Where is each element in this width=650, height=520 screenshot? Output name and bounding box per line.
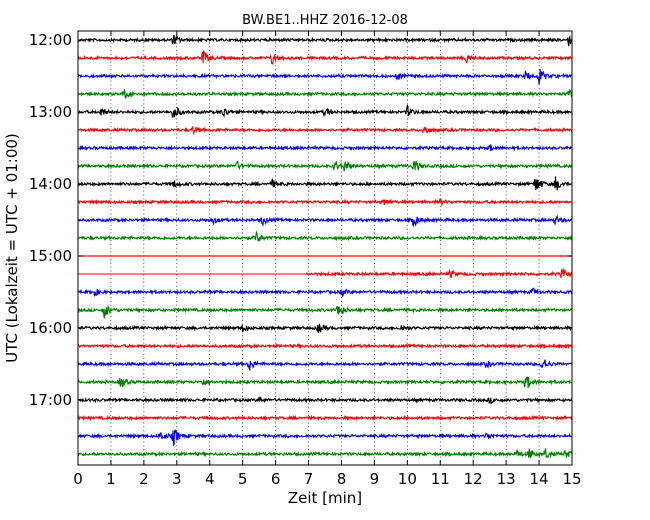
trace-row-9 (77, 198, 573, 207)
grid-lines (110, 31, 540, 465)
trace-row-15 (77, 305, 573, 319)
y-tick-label: 14:00 (29, 175, 72, 193)
x-tick-label: 5 (238, 470, 248, 488)
trace-row-6 (77, 143, 573, 152)
x-tick-label: 14 (530, 470, 549, 488)
trace-row-17 (77, 342, 573, 350)
trace-row-23 (77, 448, 573, 459)
trace-row-21 (77, 414, 573, 422)
x-tick-label: 7 (304, 470, 314, 488)
trace-row-16 (77, 323, 573, 333)
x-tick-label: 1 (106, 470, 116, 488)
y-tick-label: 12:00 (29, 31, 72, 49)
trace-row-5 (77, 125, 573, 136)
trace-row-3 (77, 88, 573, 100)
x-tick-label: 13 (497, 470, 516, 488)
trace-row-20 (77, 395, 573, 405)
x-tick-label: 0 (73, 470, 83, 488)
trace-row-11 (77, 230, 573, 242)
x-tick-label: 2 (139, 470, 149, 488)
y-tick-label: 16:00 (29, 319, 72, 337)
x-tick-label: 8 (337, 470, 347, 488)
y-axis-label: UTC (Lokalzeit = UTC + 01:00) (3, 133, 21, 363)
trace-group (77, 34, 573, 459)
chart-title: BW.BE1..HHZ 2016-12-08 (242, 13, 408, 28)
trace-row-7 (77, 160, 573, 172)
trace-row-18 (77, 359, 573, 371)
x-tick-label: 3 (172, 470, 182, 488)
x-tick-label: 4 (205, 470, 215, 488)
trace-row-4 (77, 103, 573, 119)
trace-row-1 (77, 50, 573, 65)
plot-frame (77, 30, 573, 466)
trace-row-13 (305, 267, 573, 279)
y-tick-label: 17:00 (29, 391, 72, 409)
trace-row-0 (77, 34, 573, 47)
y-tick-label: 13:00 (29, 103, 72, 121)
trace-row-22 (77, 428, 573, 447)
trace-row-14 (77, 287, 573, 297)
trace-row-10 (77, 214, 573, 228)
x-tick-label: 9 (370, 470, 380, 488)
tick-marks (77, 31, 573, 465)
x-tick-label: 11 (431, 470, 450, 488)
x-tick-label: 15 (562, 470, 581, 488)
x-tick-label: 10 (398, 470, 417, 488)
trace-row-19 (77, 376, 573, 388)
x-tick-label: 6 (271, 470, 281, 488)
y-tick-labels: 12:00 13:00 14:00 15:00 16:00 17:00 (29, 31, 72, 409)
x-axis-label: Zeit [min] (288, 489, 362, 507)
trace-row-2 (77, 69, 573, 85)
x-tick-labels: 0 1 2 3 4 5 6 7 8 9 10 11 12 13 14 15 (73, 470, 581, 488)
x-tick-label: 12 (464, 470, 483, 488)
trace-row-8 (77, 176, 573, 191)
y-tick-label: 15:00 (29, 247, 72, 265)
